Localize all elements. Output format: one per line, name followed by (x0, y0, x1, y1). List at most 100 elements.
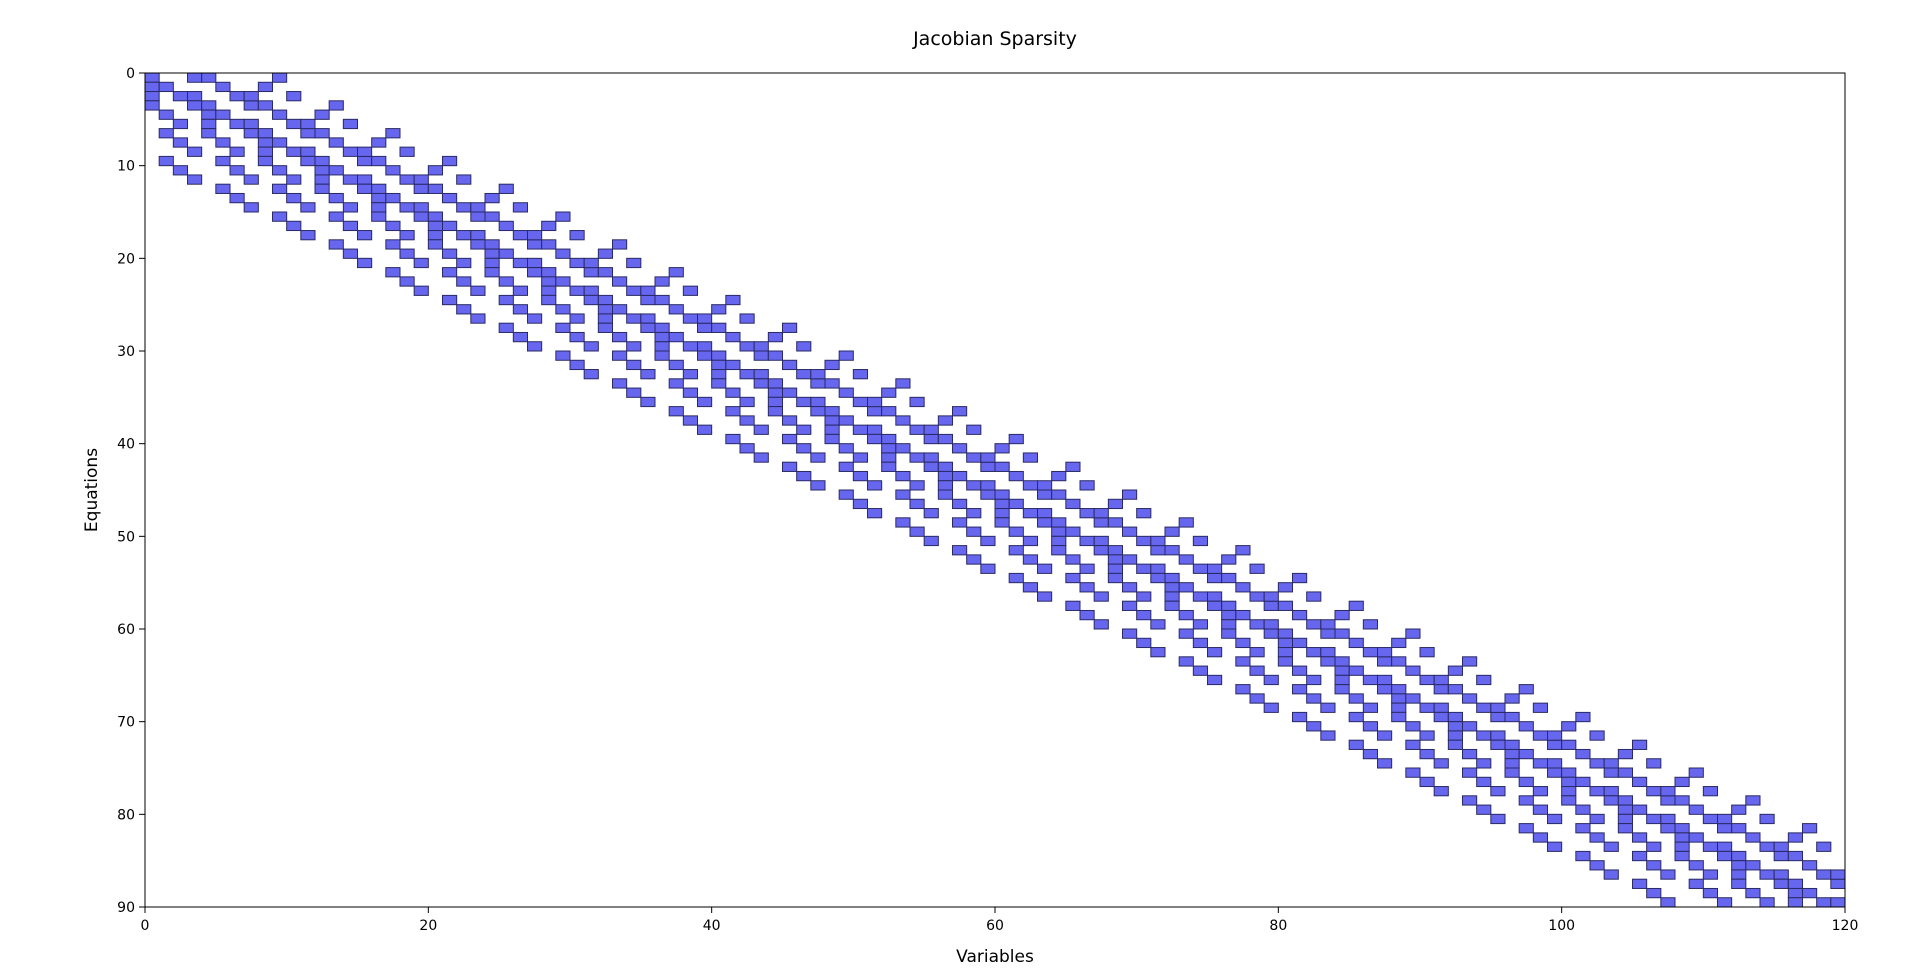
nonzero-cell (1122, 628, 1138, 639)
nonzero-cell (229, 91, 245, 102)
nonzero-cell (1462, 721, 1478, 732)
nonzero-cell (1688, 860, 1704, 871)
nonzero-cell (300, 155, 316, 167)
nonzero-cell (498, 294, 514, 306)
nonzero-cell (753, 452, 769, 463)
y-axis-ticks: 0 10 20 30 40 50 60 70 80 90 (117, 66, 145, 916)
nonzero-cell (697, 322, 713, 333)
nonzero-cell (357, 174, 373, 185)
nonzero-cell (1405, 693, 1421, 704)
nonzero-cell (1037, 489, 1053, 500)
nonzero-cell (810, 369, 826, 380)
nonzero-cell (895, 378, 911, 389)
nonzero-cell (923, 508, 939, 519)
nonzero-cell (342, 248, 358, 259)
nonzero-cell (881, 406, 897, 417)
nonzero-cell (1263, 591, 1279, 602)
nonzero-cell (952, 406, 968, 417)
nonzero-cell (867, 396, 883, 408)
nonzero-cell (1476, 776, 1492, 788)
nonzero-cell (1065, 600, 1081, 611)
nonzero-cell (810, 452, 826, 463)
nonzero-cell (541, 220, 557, 232)
nonzero-cell (1759, 869, 1775, 880)
nonzero-cell (1405, 628, 1421, 639)
nonzero-cell (215, 155, 231, 167)
nonzero-cell (1022, 535, 1039, 547)
nonzero-cell (1348, 739, 1364, 750)
nonzero-cell (1745, 832, 1761, 843)
nonzero-cell (1107, 554, 1123, 565)
nonzero-cell (640, 322, 656, 333)
nonzero-cell (328, 165, 344, 176)
nonzero-cell (1235, 684, 1251, 695)
nonzero-cell (215, 183, 231, 194)
nonzero-cell (654, 350, 670, 361)
nonzero-cell (215, 81, 231, 93)
nonzero-cell (1702, 813, 1718, 825)
nonzero-cell (1164, 526, 1180, 537)
nonzero-cell (215, 109, 231, 120)
nonzero-cell (328, 100, 344, 111)
y-tick-label: 0 (126, 66, 135, 82)
nonzero-cell (626, 257, 642, 269)
nonzero-cell (923, 424, 939, 435)
nonzero-cell (286, 220, 302, 232)
nonzero-cell (201, 100, 217, 111)
nonzero-cell (725, 359, 741, 371)
nonzero-cell (1164, 600, 1180, 611)
nonzero-cell (824, 415, 840, 426)
nonzero-cell (1362, 702, 1378, 713)
nonzero-cell (413, 183, 429, 194)
nonzero-cell (314, 155, 330, 167)
nonzero-cell (1277, 637, 1293, 649)
nonzero-cell (1447, 684, 1463, 695)
nonzero-cell (1447, 721, 1463, 732)
nonzero-cell (527, 267, 543, 278)
nonzero-cell (1490, 786, 1506, 797)
nonzero-cell (527, 313, 543, 324)
nonzero-cell (413, 211, 429, 222)
nonzero-cell (782, 415, 798, 426)
nonzero-cell (1136, 591, 1152, 602)
nonzero-cell (243, 118, 259, 130)
nonzero-cell (385, 239, 401, 250)
nonzero-cell (1433, 684, 1449, 695)
nonzero-cell (1022, 452, 1039, 463)
y-tick-label: 50 (117, 529, 135, 545)
nonzero-cell (1646, 887, 1662, 899)
nonzero-cell (243, 174, 259, 185)
nonzero-cell (612, 331, 628, 343)
nonzero-cell (739, 313, 755, 324)
nonzero-cell (1150, 647, 1166, 658)
nonzero-cell (144, 72, 160, 83)
x-tick-label: 80 (1269, 918, 1287, 934)
nonzero-cell (1221, 554, 1237, 565)
nonzero-cell (1688, 767, 1704, 778)
nonzero-cell (796, 369, 812, 380)
nonzero-cell (371, 192, 387, 204)
nonzero-cell (456, 276, 472, 287)
nonzero-cell (484, 192, 500, 204)
nonzero-cell (1235, 545, 1251, 556)
nonzero-cell (767, 396, 784, 408)
nonzero-cell (413, 202, 429, 213)
nonzero-cell (1334, 684, 1350, 695)
nonzero-cell (668, 359, 684, 371)
nonzero-cell (1362, 721, 1378, 732)
nonzero-cell (980, 452, 996, 463)
nonzero-cell (1759, 813, 1775, 825)
nonzero-cell (1547, 758, 1563, 769)
nonzero-cell (1731, 804, 1747, 815)
nonzero-cell (852, 424, 869, 435)
x-tick-label: 60 (986, 918, 1004, 934)
nonzero-cell (711, 378, 727, 389)
nonzero-cell (1051, 517, 1067, 528)
nonzero-cell (725, 331, 741, 343)
nonzero-cell (1306, 674, 1322, 686)
nonzero-cell (1632, 832, 1648, 843)
nonzero-cell (1575, 711, 1591, 723)
nonzero-cell (1292, 665, 1308, 676)
nonzero-cell (1547, 813, 1563, 825)
y-tick-label: 10 (117, 159, 135, 175)
